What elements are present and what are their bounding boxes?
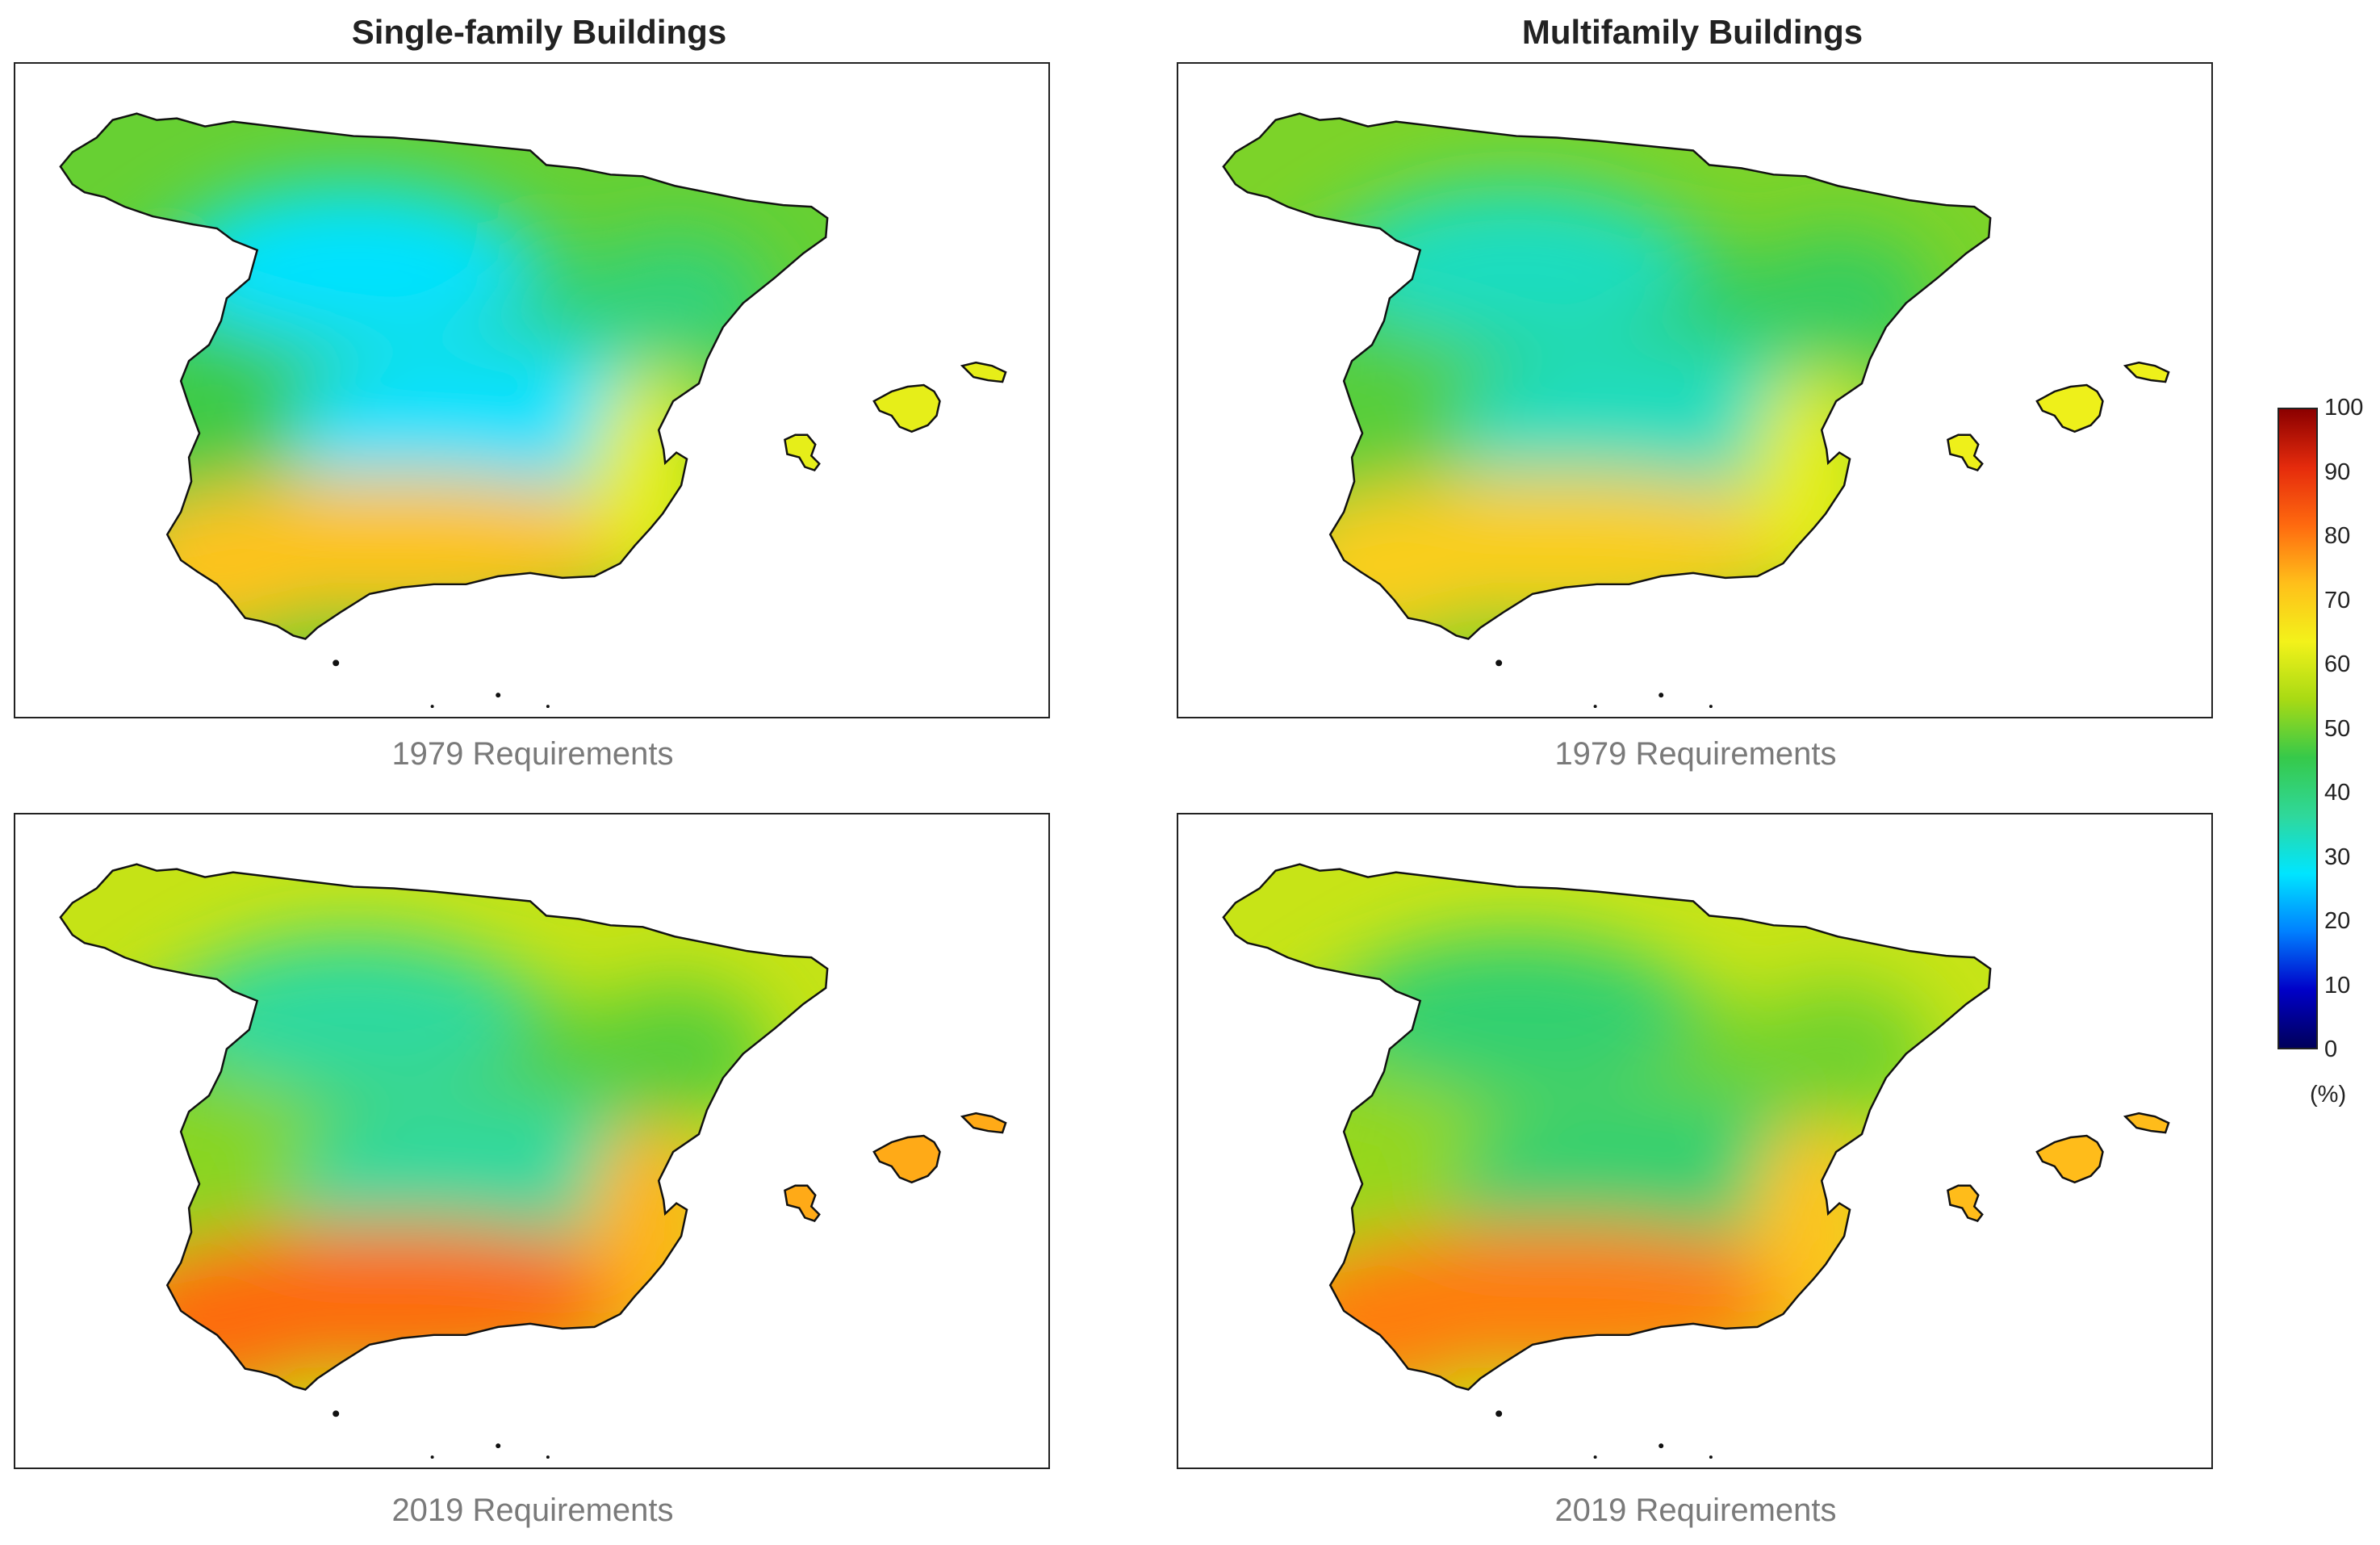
map-svg xyxy=(1222,863,2170,1459)
heat-region-center xyxy=(177,184,531,345)
colorbar-tick-label: 20 xyxy=(2324,908,2351,934)
small-territory-speck xyxy=(496,1443,501,1449)
small-territory-speck xyxy=(1658,1443,1664,1449)
colorbar-tick-label: 40 xyxy=(2324,780,2351,806)
map-svg xyxy=(59,863,1007,1459)
colorbar-tick-label: 50 xyxy=(2324,715,2351,742)
colorbar-gradient xyxy=(2278,408,2318,1049)
colorbar-legend: 100 90 80 70 60 50 40 30 20 10 0 (%) xyxy=(2278,396,2374,1118)
colorbar-tick-label: 30 xyxy=(2324,844,2351,870)
colorbar-tick-label: 100 xyxy=(2324,395,2364,421)
balearic-mallorca-island xyxy=(872,1134,941,1184)
heat-region-south xyxy=(120,1280,314,1390)
balearic-mallorca-island xyxy=(872,383,941,433)
small-territory-speck xyxy=(1495,1410,1503,1417)
map-panel-single-family-1979 xyxy=(14,62,1050,718)
colorbar-tick-label: 70 xyxy=(2324,587,2351,613)
heat-region-south xyxy=(498,546,643,594)
mainland-outline xyxy=(59,112,829,640)
column-title-multifamily: Multifamily Buildings xyxy=(1521,13,1863,51)
small-territory-speck xyxy=(496,693,501,698)
small-territory-speck xyxy=(1495,659,1503,667)
balearic-menorca-island xyxy=(960,1112,1007,1134)
heat-region-center xyxy=(1340,184,1694,345)
balearic-mallorca-island xyxy=(2035,1134,2104,1184)
heat-region-south xyxy=(498,1296,643,1345)
small-territory-speck xyxy=(1709,1455,1713,1459)
small-territory-speck xyxy=(333,659,340,667)
mainland-outline xyxy=(1222,112,1992,640)
balearic-ibiza-island xyxy=(784,433,821,471)
colorbar-tick-label: 10 xyxy=(2324,972,2351,999)
colorbar-tick-label: 80 xyxy=(2324,523,2351,549)
heat-region-south xyxy=(1661,1296,1806,1345)
balearic-menorca-island xyxy=(2123,361,2170,383)
small-territory-speck xyxy=(333,1410,340,1417)
balearic-ibiza-island xyxy=(1947,1184,1984,1222)
caption-single-family-1979: 1979 Requirements xyxy=(391,736,674,772)
caption-multifamily-1979: 1979 Requirements xyxy=(1554,736,1837,772)
heat-region-south xyxy=(1283,530,1477,639)
colorbar-unit-label: (%) xyxy=(2310,1082,2347,1107)
small-territory-speck xyxy=(430,705,434,709)
small-territory-speck xyxy=(546,1455,550,1459)
caption-single-family-2019: 2019 Requirements xyxy=(391,1493,674,1528)
small-territory-speck xyxy=(1658,693,1664,698)
map-svg xyxy=(1222,112,2170,709)
heat-region-center xyxy=(1340,935,1694,1096)
balearic-ibiza-island xyxy=(1947,433,1984,471)
balearic-menorca-island xyxy=(960,361,1007,383)
heat-region-south xyxy=(1283,1280,1477,1390)
small-territory-speck xyxy=(546,705,550,709)
balearic-menorca-island xyxy=(2123,1112,2170,1134)
map-panel-multifamily-2019 xyxy=(1177,813,2213,1469)
colorbar-tick-label: 60 xyxy=(2324,651,2351,677)
colorbar-tick-label: 0 xyxy=(2324,1036,2338,1062)
column-title-single-family: Single-family Buildings xyxy=(351,13,727,51)
mainland-outline xyxy=(59,863,829,1391)
map-panel-multifamily-1979 xyxy=(1177,62,2213,718)
caption-multifamily-2019: 2019 Requirements xyxy=(1554,1493,1837,1528)
map-panel-single-family-2019 xyxy=(14,813,1050,1469)
small-territory-speck xyxy=(430,1455,434,1459)
mainland-outline xyxy=(1222,863,1992,1391)
small-territory-speck xyxy=(1593,705,1597,709)
map-svg xyxy=(59,112,1007,709)
balearic-mallorca-island xyxy=(2035,383,2104,433)
colorbar-tick-label: 90 xyxy=(2324,458,2351,485)
balearic-ibiza-island xyxy=(784,1184,821,1222)
heat-region-south xyxy=(1661,546,1806,594)
heat-region-south xyxy=(120,530,314,639)
small-territory-speck xyxy=(1593,1455,1597,1459)
small-territory-speck xyxy=(1709,705,1713,709)
heat-region-center xyxy=(177,935,531,1096)
